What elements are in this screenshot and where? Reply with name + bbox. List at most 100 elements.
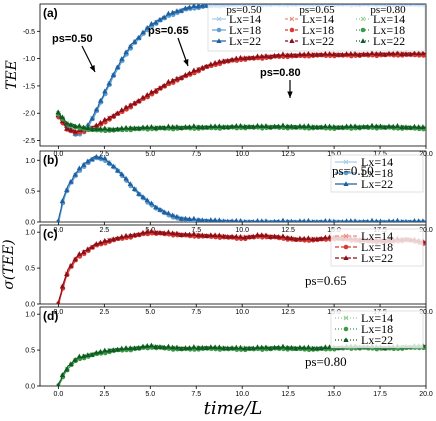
series-ps080-point: [377, 123, 384, 129]
y-axis-label: σ(TEE): [1, 239, 17, 289]
series-ps050-point: [182, 215, 188, 221]
series-ps050-point: [114, 64, 121, 70]
series-ps050-point: [178, 215, 184, 221]
series-ps050-point: [416, 4, 422, 6]
x-tick-label: 0.0: [54, 151, 64, 158]
series-ps065-point: [331, 51, 337, 57]
y-tick-label: 1.0: [25, 312, 35, 319]
series-ps065-point: [114, 110, 121, 116]
series-ps050-point: [353, 218, 358, 222]
series-ps080-point: [229, 345, 235, 350]
series-ps050-point: [259, 218, 264, 222]
series-ps050-point: [254, 4, 261, 5]
legend-label: Lx=22: [229, 34, 261, 48]
series-ps080-point: [93, 126, 99, 131]
series-ps065-point: [263, 232, 269, 238]
series-ps080-point: [157, 124, 163, 130]
x-tick-label: 5.0: [145, 391, 155, 398]
series-ps065-point: [119, 107, 125, 112]
series-ps080-point: [187, 345, 193, 350]
series-ps080-point: [208, 344, 214, 350]
series-ps050-point: [311, 219, 315, 222]
series-ps065-point: [314, 236, 320, 242]
series-ps050-point: [140, 194, 146, 199]
series-ps080-point: [106, 126, 112, 132]
series-ps065-point: [310, 236, 316, 242]
legend-label: Lx=22: [361, 333, 393, 347]
series-ps080-point: [420, 124, 426, 129]
series-ps080-point: [59, 372, 65, 377]
series-ps080-point: [411, 123, 418, 129]
series-ps080-point: [250, 123, 256, 129]
series-ps065-point: [195, 232, 201, 238]
legend-label: Lx=18: [229, 23, 261, 37]
series-ps080-point: [199, 344, 205, 350]
series-ps065-point: [64, 271, 70, 277]
series-ps065-point: [276, 233, 282, 239]
series-ps065-point: [271, 52, 278, 58]
series-ps080-point: [114, 346, 121, 352]
series-ps080-point: [365, 123, 371, 129]
series-ps080-point: [80, 124, 87, 130]
series-ps050-point: [93, 106, 99, 112]
series-ps065-point: [352, 51, 358, 56]
series-ps065-point: [97, 119, 104, 125]
series-ps065-point: [382, 51, 388, 57]
series-ps080-point: [161, 124, 167, 130]
series-ps080-point: [288, 123, 295, 129]
series-ps080-point: [191, 123, 197, 128]
series-ps080-point: [127, 125, 133, 130]
series-ps065-point: [301, 235, 307, 241]
series-ps080-point: [110, 126, 116, 132]
series-ps065-point: [93, 122, 99, 128]
series-ps050-point: [263, 4, 269, 6]
series-ps065-point: [411, 50, 418, 56]
series-ps080-point: [89, 126, 95, 132]
series-ps065-point: [327, 50, 333, 56]
series-ps080-point: [127, 345, 133, 351]
series-ps065-point: [174, 230, 180, 236]
series-ps080-point: [254, 344, 261, 350]
series-ps050-point: [93, 153, 99, 159]
series-ps065-point: [208, 61, 214, 67]
series-ps080-point: [220, 124, 227, 129]
series-ps050-point: [272, 218, 277, 222]
legend-marker: [360, 27, 366, 33]
series-ps080-point: [119, 125, 125, 131]
series-ps065-point: [157, 229, 163, 235]
legend-marker: [343, 337, 349, 342]
series-ps065-point: [187, 70, 193, 76]
legend-marker: [289, 16, 295, 22]
series-ps065-point: [59, 283, 65, 289]
series-ps050-point: [106, 80, 112, 86]
series-ps065-point: [191, 67, 197, 73]
series-ps065-point: [271, 233, 278, 239]
series-ps065-point: [153, 87, 159, 93]
x-tick-label: 12.5: [281, 151, 295, 158]
series-ps080-point: [136, 125, 142, 131]
series-ps065-point: [229, 56, 235, 62]
series-ps050-point: [85, 122, 91, 128]
x-tick-label: 12.5: [281, 227, 295, 234]
x-tick-label: 2.5: [99, 227, 109, 234]
series-ps050-point: [178, 7, 184, 13]
y-tick-label: 0.5: [25, 189, 35, 196]
series-ps050-point: [153, 19, 159, 25]
series-ps065-point: [246, 55, 252, 60]
series-ps065-lx14-line: [57, 53, 426, 133]
annotation-ps-0.65: ps=0.65: [148, 25, 189, 37]
series-ps080-point: [123, 124, 129, 130]
series-ps065-point: [114, 235, 121, 241]
series-ps080-point: [276, 344, 282, 350]
series-ps050-point: [420, 218, 425, 222]
series-ps080-point: [280, 343, 286, 349]
legend-label: Lx=22: [361, 251, 393, 265]
series-ps050-point: [199, 4, 205, 8]
series-ps065-point: [157, 85, 163, 90]
series-ps065-point: [161, 230, 167, 236]
series-ps080-point: [114, 126, 121, 132]
series-ps050-point: [123, 49, 129, 55]
series-ps050-point: [348, 4, 354, 5]
